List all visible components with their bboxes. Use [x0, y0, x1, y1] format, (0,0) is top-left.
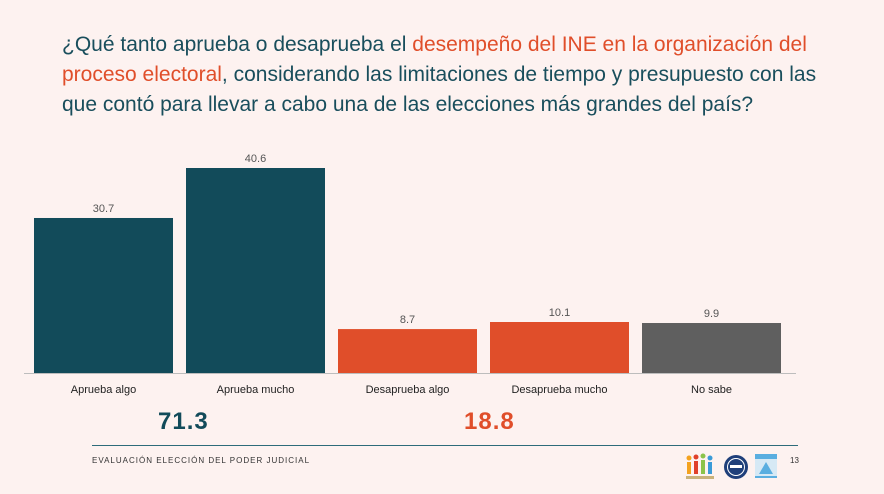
- bar-1: [186, 168, 325, 373]
- people-logo-icon: [686, 453, 714, 479]
- question-title: ¿Qué tanto aprueba o desaprueba el desem…: [62, 30, 842, 120]
- data-label-3: 10.1: [549, 307, 570, 319]
- approve-total: 71.3: [158, 408, 209, 435]
- bar-3: [490, 322, 629, 373]
- disapprove-total: 18.8: [464, 408, 515, 435]
- data-label-4: 9.9: [704, 308, 719, 320]
- badge-logo-icon: [755, 454, 777, 478]
- category-label-0: Aprueba algo: [71, 384, 136, 396]
- data-label-1: 40.6: [245, 153, 266, 165]
- bar-4: [642, 323, 781, 373]
- category-label-4: No sabe: [691, 384, 732, 396]
- data-label-2: 8.7: [400, 314, 415, 326]
- data-label-0: 30.7: [93, 203, 114, 215]
- seal-logo-icon: [724, 455, 748, 479]
- category-label-3: Desaprueba mucho: [511, 384, 607, 396]
- question-highlight: desempeño del INE en la organización del…: [62, 33, 807, 86]
- bar-0: [34, 217, 173, 373]
- footer-text: EVALUACIÓN ELECCIÓN DEL PODER JUDICIAL: [92, 456, 311, 465]
- category-label-2: Desaprueba algo: [366, 384, 450, 396]
- footer-divider: [92, 445, 798, 446]
- page-number: 13: [790, 456, 799, 465]
- bar-2: [338, 329, 477, 373]
- question-part-1: ¿Qué tanto aprueba o desaprueba el: [62, 33, 413, 56]
- category-label-1: Aprueba mucho: [217, 384, 295, 396]
- question-part-2: , considerando las limitaciones de tiemp…: [62, 63, 817, 116]
